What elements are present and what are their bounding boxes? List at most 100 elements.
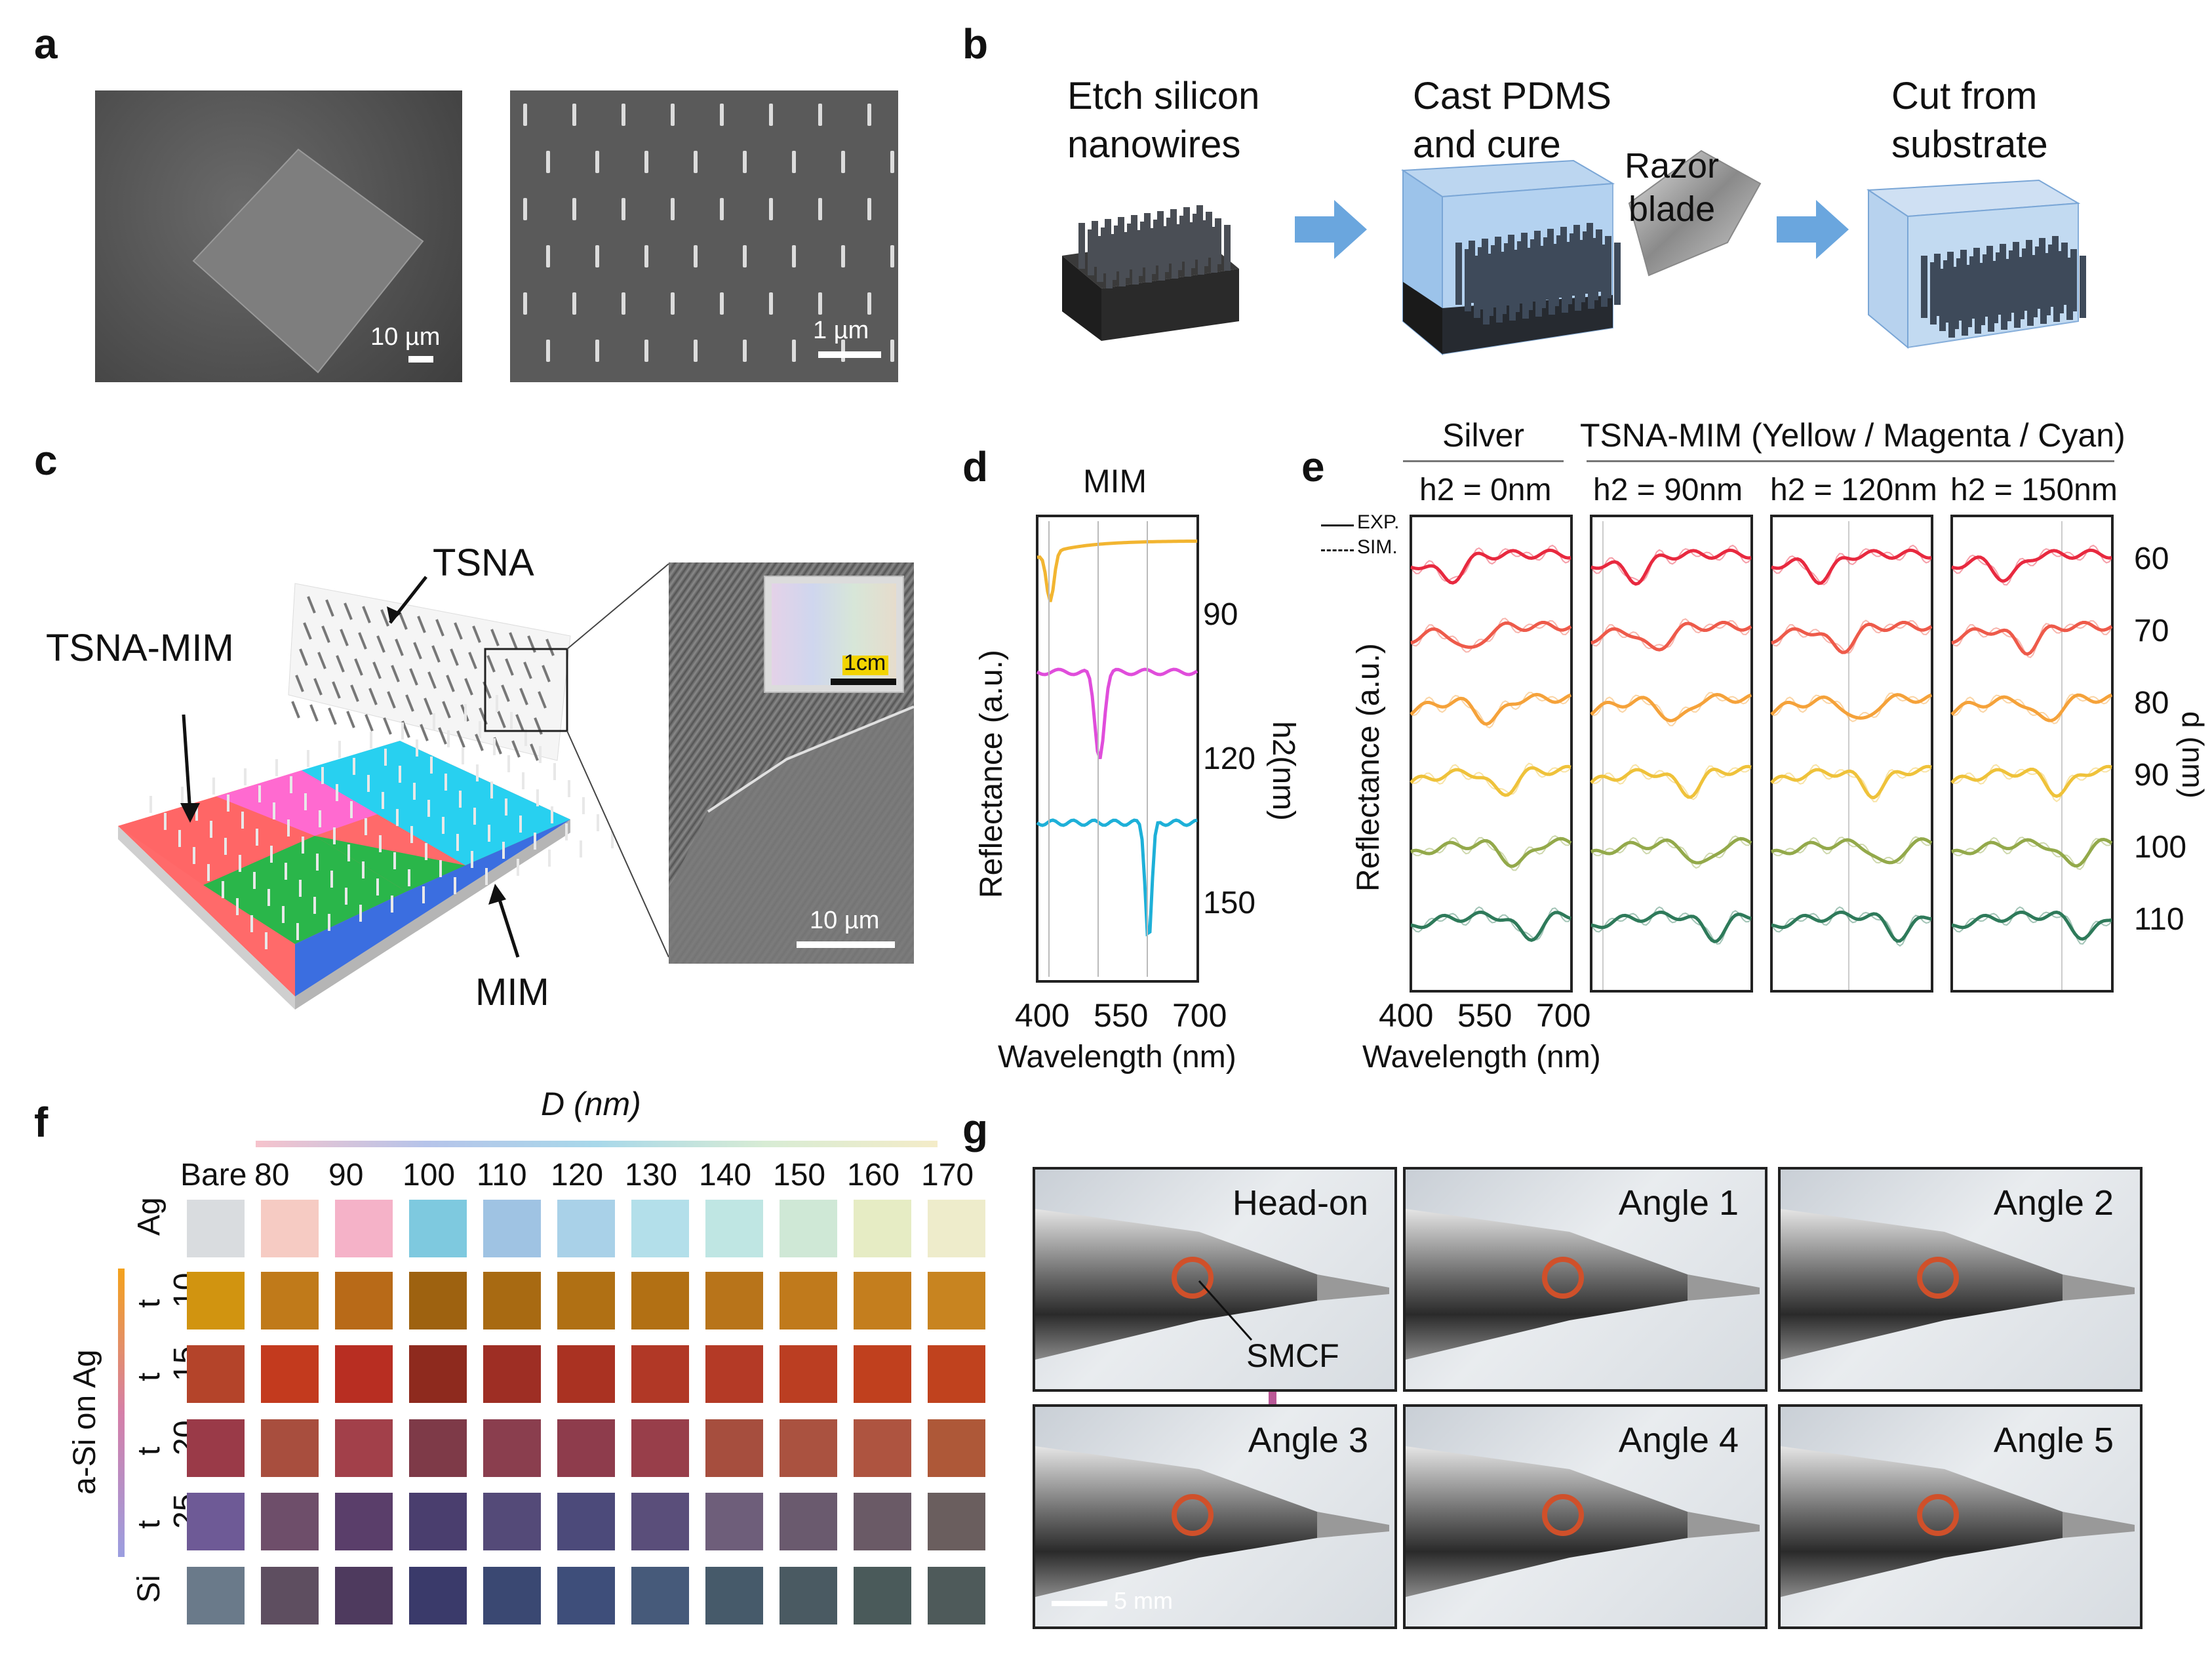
e-exp-curve [1771, 620, 1933, 654]
razor-label: Razor blade [1625, 144, 1719, 231]
tsna-wire [303, 622, 312, 640]
e-sim-curve [1590, 544, 1752, 582]
label-tsna: TSNA [433, 541, 534, 584]
legend-exp-line [1321, 524, 1354, 526]
tsna-wire [387, 691, 396, 709]
f-color-swatch [557, 1272, 615, 1329]
f-color-swatch [928, 1272, 985, 1329]
e-exp-curve [1951, 620, 2113, 656]
tsna-wire [368, 688, 378, 705]
pillar [1992, 261, 1998, 323]
nanowire [622, 198, 625, 220]
pillar [1136, 230, 1143, 276]
pillar [1979, 263, 1985, 325]
nanowire [841, 151, 845, 173]
pillar [1149, 228, 1156, 274]
pillar [1504, 243, 1511, 305]
f-color-swatch [854, 1493, 911, 1550]
pillar [2040, 262, 2047, 324]
pillar [1483, 262, 1490, 325]
f-col-header: 150 [773, 1158, 826, 1192]
e-exp-curve [1770, 764, 1932, 800]
e-exp-curve [1410, 548, 1571, 585]
e-sim-curve [1590, 618, 1752, 650]
tsna-wire [519, 688, 528, 705]
tsna-wire [454, 622, 463, 640]
tsna-wire [472, 625, 481, 643]
sem-scale-text: 10 µm [810, 907, 880, 934]
pillar [1144, 213, 1151, 259]
nanowire [546, 340, 550, 362]
nanowire [595, 245, 599, 267]
e-d-80: 80 [2134, 686, 2169, 720]
pen-illustration [1035, 1209, 1389, 1360]
f-color-swatch [705, 1493, 763, 1550]
f-color-swatch [409, 1345, 467, 1403]
f-color-swatch [928, 1200, 985, 1257]
tsna-wire [431, 645, 441, 663]
pillar [1092, 221, 1098, 267]
pillar [2035, 246, 2042, 309]
e-sim-curve [1951, 544, 2112, 586]
nanowire [622, 104, 625, 126]
pillar [2014, 266, 2021, 328]
pillar [1078, 223, 1085, 269]
panel-label-d: d [962, 443, 989, 490]
nanowire [867, 292, 871, 315]
d-xtick-550: 550 [1094, 997, 1149, 1034]
d-curve [1036, 667, 1198, 760]
tsna-wire [328, 707, 337, 725]
pillar [1189, 222, 1195, 268]
nanowire [671, 292, 675, 315]
nanowire [743, 151, 747, 173]
pen-photo: Angle 4 [1403, 1404, 1768, 1629]
e-plots [1410, 515, 2114, 993]
f-color-swatch [483, 1272, 541, 1329]
sem-scale-bar [797, 941, 895, 948]
pillar [1183, 207, 1190, 253]
nanowire [769, 198, 773, 220]
f-col-header: 130 [625, 1158, 678, 1192]
d-ylabel: Reflectance (a.u.) [974, 650, 1009, 898]
e-xtick-400: 400 [1379, 997, 1434, 1034]
pillar [1158, 235, 1165, 281]
label-tsna-mim: TSNA-MIM [46, 627, 234, 669]
nanowire [644, 151, 648, 173]
pillar [1224, 225, 1231, 271]
pillar [1549, 252, 1555, 315]
photo-label: Angle 2 [1993, 1183, 2114, 1223]
pillar [1543, 237, 1550, 300]
nanowire [694, 340, 698, 362]
f-color-swatch [928, 1493, 985, 1550]
f-color-swatch [335, 1419, 393, 1477]
d-right-label: h2(nm) [1266, 721, 1301, 821]
e-d-90: 90 [2134, 758, 2169, 793]
tsna-wire [413, 642, 422, 660]
pillar [1562, 250, 1568, 313]
e-col-1: h2 = 90nm [1593, 473, 1743, 507]
tsna-wire [340, 629, 349, 646]
f-col-header: 80 [254, 1158, 290, 1192]
f-color-swatch [409, 1272, 467, 1329]
tsna-wire [405, 694, 414, 712]
f-color-swatch [780, 1567, 837, 1624]
tsna-wire [336, 655, 345, 673]
tsna-wire [523, 661, 532, 679]
pillar [1153, 220, 1160, 266]
inset-label-bg [842, 656, 888, 675]
sem-cross-section: 1cm 10 µm [669, 562, 914, 964]
nanowire [818, 104, 822, 126]
panel-label-b: b [962, 20, 989, 68]
e-subplot-frame [1950, 515, 2114, 993]
pillar [2080, 256, 2086, 318]
nanowire [572, 292, 576, 315]
e-sim-curve [1590, 764, 1752, 800]
tsna-wire [515, 714, 524, 732]
pen-illustration [1035, 1446, 1389, 1597]
d-h2-150: 150 [1203, 886, 1256, 920]
e-subplot-frame [1770, 515, 1933, 993]
tsna-wire [358, 632, 367, 650]
e-sim-curve [1951, 620, 2112, 659]
tsna-wire [464, 678, 473, 696]
tsna-wire [295, 675, 304, 692]
